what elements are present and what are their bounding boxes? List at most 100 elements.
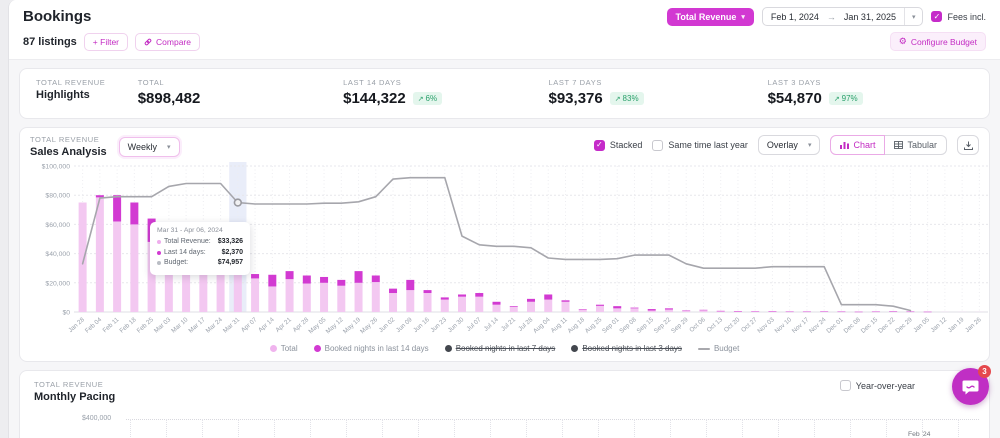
bar-segment-last14[interactable] [716, 310, 725, 312]
chat-widget-button[interactable]: 3 [952, 365, 991, 405]
bar-segment-total[interactable] [302, 283, 311, 312]
bar-segment-last14[interactable] [389, 288, 398, 294]
bar-segment-last14[interactable] [268, 274, 277, 287]
bar-segment-last14[interactable] [699, 309, 708, 311]
legend-item[interactable]: Booked nights in last 3 days [571, 344, 682, 353]
bar-segment-total[interactable] [406, 290, 415, 312]
metric-select-button[interactable]: Total Revenue ▾ [666, 7, 754, 26]
bar-segment-total[interactable] [199, 265, 208, 312]
date-range-picker[interactable]: Feb 1, 2024 → Jan 31, 2025 ▾ [761, 7, 924, 26]
bar-segment-total[interactable] [509, 306, 518, 312]
bar-segment-last14[interactable] [906, 311, 915, 313]
bar-segment-total[interactable] [664, 309, 673, 312]
bar-segment-last14[interactable] [113, 195, 122, 222]
bar-segment-last14[interactable] [509, 306, 518, 307]
checkbox-unchecked-icon[interactable] [839, 380, 851, 391]
bar-segment-total[interactable] [113, 221, 122, 312]
bar-segment-last14[interactable] [613, 306, 622, 309]
download-button[interactable] [957, 135, 979, 155]
bar-segment-last14[interactable] [320, 276, 329, 283]
bar-segment-total[interactable] [716, 311, 725, 312]
bar-segment-last14[interactable] [354, 271, 363, 283]
bar-segment-total[interactable] [440, 299, 449, 312]
bar-segment-total[interactable] [475, 296, 484, 312]
bar-segment-total[interactable] [371, 282, 380, 312]
checkbox-checked-icon[interactable] [931, 11, 943, 22]
bar-segment-last14[interactable] [751, 311, 760, 312]
bar-segment-last14[interactable] [647, 309, 656, 311]
pacing-chart-area[interactable]: $400,000 Feb '24 [34, 415, 979, 438]
sales-chart-area[interactable]: $0 $20,000 $40,000 $60,000 $80,000 $100,000 Ja… [30, 162, 988, 342]
bar-segment-total[interactable] [251, 278, 260, 312]
bar-segment-total[interactable] [216, 247, 225, 312]
bar-segment-total[interactable] [389, 293, 398, 312]
bar-segment-last14[interactable] [544, 294, 553, 300]
bar-segment-total[interactable] [182, 258, 191, 312]
bar-segment-total[interactable] [544, 299, 553, 312]
bar-segment-total[interactable] [578, 309, 587, 312]
bar-segment-last14[interactable] [95, 195, 104, 198]
chevron-down-icon[interactable]: ▾ [903, 8, 923, 25]
bar-segment-total[interactable] [268, 286, 277, 312]
bar-segment-total[interactable] [630, 308, 639, 312]
fees-incl-checkbox[interactable]: Fees incl. [931, 11, 986, 22]
bar-segment-last14[interactable] [733, 311, 742, 312]
legend-item[interactable]: Budget [697, 344, 739, 353]
configure-budget-button[interactable]: ⚙ Configure Budget [889, 32, 986, 51]
bar-segment-last14[interactable] [337, 279, 346, 286]
bar-segment-total[interactable] [95, 197, 104, 312]
bar-segment-last14[interactable] [527, 298, 535, 302]
bar-segment-last14[interactable] [251, 274, 260, 279]
bar-segment-last14[interactable] [802, 311, 811, 313]
bar-segment-last14[interactable] [475, 293, 484, 297]
bar-segment-total[interactable] [320, 282, 329, 312]
bar-segment-total[interactable] [78, 202, 87, 313]
bar-segment-last14[interactable] [578, 309, 587, 310]
bar-segment-last14[interactable] [768, 311, 777, 312]
legend-item[interactable]: Total [269, 344, 298, 353]
chart-view-toggle[interactable]: Chart [830, 135, 886, 155]
bar-segment-last14[interactable] [664, 308, 673, 310]
bar-segment-total[interactable] [733, 311, 742, 312]
stacked-checkbox[interactable]: Stacked [593, 139, 642, 151]
bar-segment-last14[interactable] [406, 279, 415, 291]
legend-item[interactable]: Booked nights in last 14 days [313, 344, 429, 353]
bar-segment-last14[interactable] [630, 307, 639, 309]
bar-segment-total[interactable] [647, 310, 656, 312]
bar-segment-last14[interactable] [285, 271, 294, 280]
bar-segment-last14[interactable] [785, 311, 794, 313]
compare-button[interactable]: Compare [135, 32, 200, 51]
bar-segment-total[interactable] [147, 241, 156, 312]
bar-segment-last14[interactable] [440, 297, 449, 300]
bar-segment-last14[interactable] [854, 311, 863, 313]
bar-segment-last14[interactable] [458, 294, 467, 297]
bar-segment-last14[interactable] [423, 290, 432, 294]
bar-segment-last14[interactable] [371, 275, 380, 283]
year-over-year-checkbox[interactable]: Year-over-year [839, 380, 915, 391]
bar-segment-last14[interactable] [923, 311, 932, 313]
bar-segment-last14[interactable] [492, 301, 501, 305]
bar-segment-total[interactable] [595, 305, 604, 312]
bar-segment-total[interactable] [164, 256, 173, 312]
bar-segment-total[interactable] [423, 293, 432, 312]
bar-segment-last14[interactable] [871, 311, 880, 313]
bar-segment-total[interactable] [699, 310, 708, 312]
same-time-last-year-checkbox[interactable]: Same time last year [652, 139, 748, 151]
bar-segment-last14[interactable] [889, 311, 898, 312]
bar-segment-total[interactable] [561, 301, 570, 312]
bar-segment-last14[interactable] [561, 300, 570, 302]
bar-segment-last14[interactable] [302, 275, 311, 284]
overlay-select[interactable]: Overlay ▾ [757, 135, 821, 155]
bar-segment-total[interactable] [285, 279, 294, 312]
bar-segment-total[interactable] [337, 285, 346, 312]
interval-select[interactable]: Weekly ▾ [118, 136, 180, 157]
bar-segment-total[interactable] [233, 266, 242, 312]
tabular-view-toggle[interactable]: Tabular [885, 135, 947, 155]
bar-segment-total[interactable] [130, 224, 139, 312]
bar-segment-total[interactable] [354, 282, 363, 312]
checkbox-checked-icon[interactable] [593, 139, 605, 151]
bar-segment-total[interactable] [458, 296, 467, 312]
bar-segment-total[interactable] [492, 304, 501, 312]
bar-segment-last14[interactable] [837, 311, 846, 313]
bar-segment-last14[interactable] [130, 202, 139, 225]
